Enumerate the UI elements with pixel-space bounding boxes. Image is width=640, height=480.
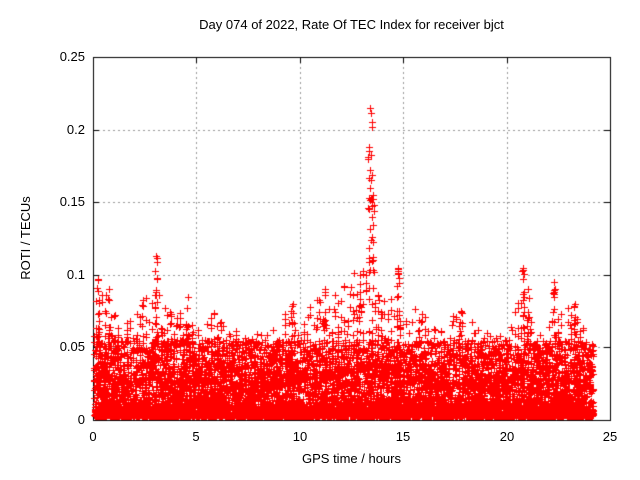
y-tick-label: 0.15 [59,194,85,209]
y-tick-label: 0 [77,412,85,427]
chart-title: Day 074 of 2022, Rate Of TEC Index for r… [199,17,504,32]
y-tick-label: 0.1 [66,267,85,282]
x-axis-label: GPS time / hours [302,451,401,466]
x-tick-label: 5 [192,429,200,444]
x-tick-label: 20 [499,429,515,444]
y-tick-label: 0.05 [59,339,85,354]
y-tick-label: 0.25 [59,49,85,64]
x-tick-label: 15 [395,429,411,444]
x-tick-label: 10 [292,429,308,444]
x-tick-label: 0 [89,429,97,444]
y-tick-label: 0.2 [66,122,85,137]
x-tick-label: 25 [602,429,618,444]
